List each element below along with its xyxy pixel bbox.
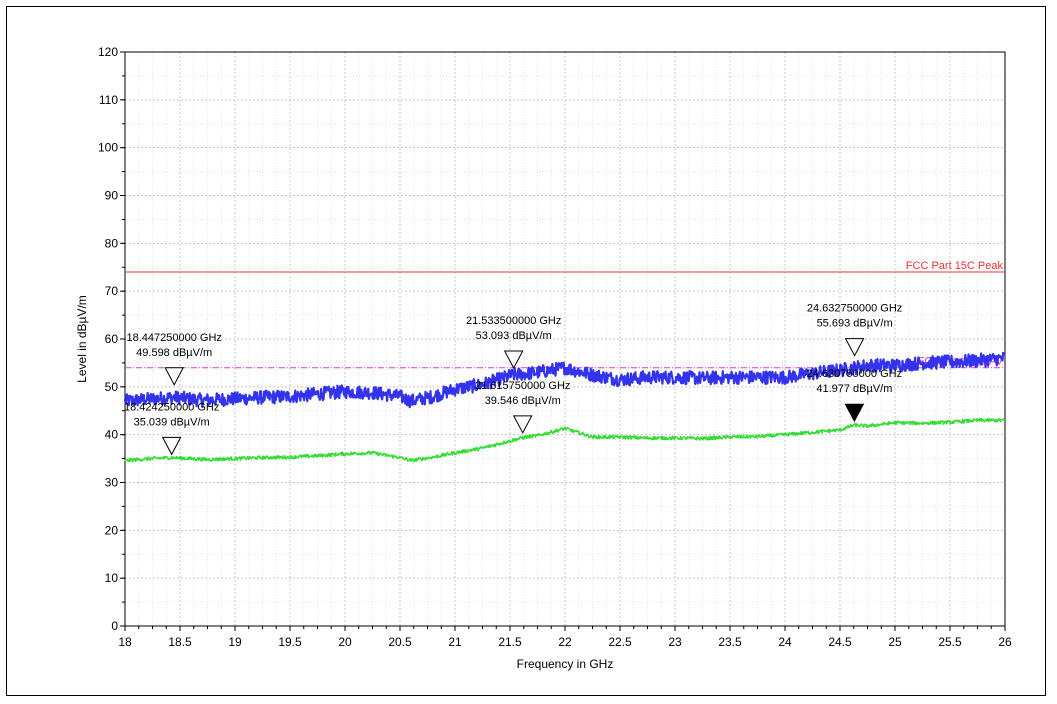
x-axis-title: Frequency in GHz: [517, 657, 614, 671]
marker: 21.533500000 GHz 53.093 dBµV/m: [466, 315, 561, 370]
y-tick-label: 100: [98, 141, 118, 155]
y-tick-label: 50: [105, 380, 119, 394]
marker: 24.630750000 GHz 41.977 dBµV/m: [807, 368, 902, 423]
y-tick-label: 10: [105, 571, 119, 585]
series-traces: [123, 351, 1006, 463]
marker-triangle: [164, 367, 185, 386]
series-trace: [124, 417, 1006, 463]
marker-frequency: 24.632750000 GHz: [807, 303, 902, 315]
x-tick-label: 19: [228, 635, 242, 649]
y-tick-label: 90: [105, 189, 119, 203]
y-tick-label: 120: [98, 45, 118, 59]
marker-frequency: 21.533500000 GHz: [466, 315, 561, 327]
y-tick-label: 60: [105, 332, 119, 346]
grid: [124, 51, 1006, 627]
x-tick-label: 23: [668, 635, 682, 649]
x-tick-label: 22.5: [608, 635, 632, 649]
x-tick-label: 20.5: [388, 635, 412, 649]
axes: 18 18.5 19 19.5 20 20.5 21 21.5 22 22.5 23 23.5 24 24…: [98, 45, 1012, 649]
x-tick-label: 26: [998, 635, 1012, 649]
x-tick-label: 23.5: [718, 635, 742, 649]
marker: 21.615750000 GHz 39.546 dBµV/m: [475, 380, 570, 434]
x-tick-label: 22: [558, 635, 572, 649]
marker-triangle: [161, 436, 182, 456]
marker-level: 41.977 dBµV/m: [816, 383, 892, 395]
marker-level: 53.093 dBµV/m: [476, 330, 552, 342]
marker-frequency: 24.630750000 GHz: [807, 368, 902, 380]
marker-triangle: [844, 403, 865, 423]
x-tick-label: 20: [338, 635, 352, 649]
x-tick-label: 24: [778, 635, 792, 649]
y-tick-label: 30: [105, 476, 119, 490]
marker-frequency: 18.447250000 GHz: [126, 332, 221, 344]
marker-level: 55.693 dBµV/m: [817, 318, 893, 330]
marker-frequency: 18.424250000 GHz: [124, 401, 219, 413]
y-tick-label: 110: [99, 93, 118, 107]
x-tick-label: 18: [118, 635, 132, 649]
series-trace: [123, 351, 1006, 409]
marker-triangle: [512, 415, 533, 434]
x-tick-label: 24.5: [828, 635, 852, 649]
limit-line-label: FCC Part 15C Peak: [906, 260, 1004, 272]
chart-frame: [6, 6, 1046, 696]
y-tick-label: 0: [111, 619, 118, 633]
x-tick-label: 25.5: [938, 635, 962, 649]
marker-triangle: [844, 338, 865, 357]
marker: 18.424250000 GHz 35.039 dBµV/m: [124, 401, 219, 456]
marker-level: 39.546 dBµV/m: [485, 395, 561, 407]
y-tick-label: 70: [105, 284, 119, 298]
marker: 24.632750000 GHz 55.693 dBµV/m: [807, 303, 902, 357]
x-tick-label: 19.5: [278, 635, 302, 649]
marker-triangle: [503, 350, 524, 370]
x-tick-label: 25: [888, 635, 902, 649]
y-tick-label: 80: [105, 236, 119, 250]
marker-level: 35.039 dBµV/m: [134, 416, 210, 428]
y-tick-label: 20: [105, 523, 119, 537]
x-tick-label: 21.5: [498, 635, 522, 649]
marker: 18.447250000 GHz 49.598 dBµV/m: [126, 332, 222, 386]
y-axis-title: Level in dBµV/m: [75, 295, 89, 383]
x-tick-label: 21: [448, 635, 462, 649]
x-tick-label: 18.5: [168, 635, 192, 649]
marker-frequency: 21.615750000 GHz: [475, 380, 570, 392]
markers: 18.447250000 GHz 49.598 dBµV/m 21.53350000…: [124, 303, 902, 456]
y-tick-label: 40: [105, 428, 119, 442]
marker-level: 49.598 dBµV/m: [136, 347, 212, 359]
